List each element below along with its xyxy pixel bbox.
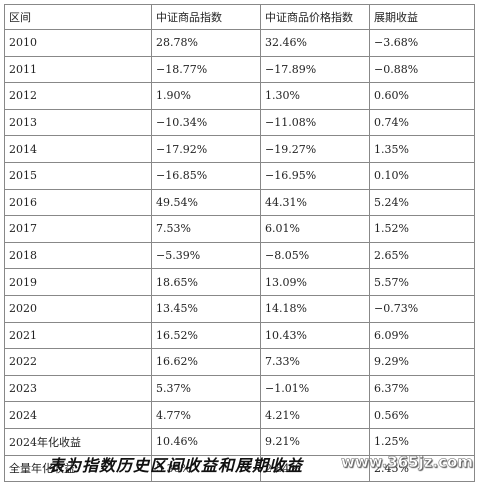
cell-period: 2017: [4, 215, 152, 243]
cell-commodity-index: −10.34%: [151, 108, 261, 137]
cell-period: 2015: [4, 161, 152, 190]
cell-roll-yield: 6.09%: [369, 321, 475, 350]
cell-period: 2022: [4, 348, 152, 376]
returns-table: 区间 中证商品指数 中证商品价格指数 展期收益 2010 28.78% 32.46%…: [4, 4, 475, 482]
cell-commodity-index: 13.45%: [151, 294, 261, 323]
header-commodity-index: 中证商品指数: [151, 4, 261, 30]
cell-commodity-price-index: −8.05%: [260, 241, 370, 270]
cell-commodity-index: −18.77%: [151, 55, 261, 84]
cell-period: 2024年化收益: [4, 427, 152, 456]
cell-roll-yield: 6.37%: [369, 374, 475, 403]
cell-commodity-price-index: 4.21%: [260, 401, 370, 429]
cell-commodity-price-index: 13.09%: [260, 268, 370, 296]
cell-commodity-price-index: 10.43%: [260, 321, 370, 350]
cell-roll-yield: 0.10%: [369, 161, 475, 190]
cell-roll-yield: 0.74%: [369, 108, 475, 137]
table-row: 2022 16.62% 7.33% 9.29%: [4, 348, 475, 376]
cell-commodity-index: 16.52%: [151, 321, 261, 350]
cell-period: 2021: [4, 321, 152, 350]
table-row: 2015 −16.85% −16.95% 0.10%: [4, 161, 475, 190]
header-period: 区间: [4, 4, 152, 30]
table-row: 2012 1.90% 1.30% 0.60%: [4, 82, 475, 110]
cell-period: 2011: [4, 55, 152, 84]
cell-commodity-price-index: −16.95%: [260, 161, 370, 190]
cell-period: 2014: [4, 135, 152, 163]
header-roll-yield: 展期收益: [369, 4, 475, 30]
cell-roll-yield: 1.25%: [369, 427, 475, 456]
table-row: 2024年化收益 10.46% 9.21% 1.25%: [4, 427, 475, 456]
cell-commodity-index: 16.62%: [151, 348, 261, 376]
cell-commodity-index: −17.92%: [151, 135, 261, 163]
table-row: 2013 −10.34% −11.08% 0.74%: [4, 108, 475, 137]
cell-period: 2024: [4, 401, 152, 429]
cell-commodity-price-index: 14.18%: [260, 294, 370, 323]
cell-roll-yield: 2.65%: [369, 241, 475, 270]
cell-commodity-index: 5.37%: [151, 374, 261, 403]
table-header-row: 区间 中证商品指数 中证商品价格指数 展期收益: [4, 4, 475, 30]
table-body: 2010 28.78% 32.46% −3.68% 2011 −18.77% −17.89%…: [4, 29, 475, 482]
header-commodity-price-index: 中证商品价格指数: [260, 4, 370, 30]
table-row: 2019 18.65% 13.09% 5.57%: [4, 268, 475, 296]
cell-commodity-index: 7.53%: [151, 215, 261, 243]
table-row: 2016 49.54% 44.31% 5.24%: [4, 188, 475, 217]
table-row: 2017 7.53% 6.01% 1.52%: [4, 215, 475, 243]
table-row: 2014 −17.92% −19.27% 1.35%: [4, 135, 475, 163]
cell-commodity-index: −5.39%: [151, 241, 261, 270]
table-row: 2021 16.52% 10.43% 6.09%: [4, 321, 475, 350]
cell-period: 2016: [4, 188, 152, 217]
cell-roll-yield: 1.52%: [369, 215, 475, 243]
cell-period: 2013: [4, 108, 152, 137]
site-watermark: www.365jz.com: [340, 453, 474, 472]
cell-commodity-price-index: −19.27%: [260, 135, 370, 163]
cell-roll-yield: 1.35%: [369, 135, 475, 163]
cell-period: 2023: [4, 374, 152, 403]
cell-roll-yield: 0.60%: [369, 82, 475, 110]
cell-roll-yield: −3.68%: [369, 29, 475, 57]
cell-period: 2019: [4, 268, 152, 296]
table-row: 2010 28.78% 32.46% −3.68%: [4, 29, 475, 57]
cell-roll-yield: 0.56%: [369, 401, 475, 429]
cell-commodity-price-index: 1.30%: [260, 82, 370, 110]
cell-commodity-price-index: −1.01%: [260, 374, 370, 403]
cell-commodity-price-index: −11.08%: [260, 108, 370, 137]
cell-commodity-index: −16.85%: [151, 161, 261, 190]
cell-commodity-price-index: 44.31%: [260, 188, 370, 217]
cell-commodity-price-index: 32.46%: [260, 29, 370, 57]
cell-commodity-price-index: 7.33%: [260, 348, 370, 376]
cell-roll-yield: 5.24%: [369, 188, 475, 217]
cell-commodity-index: 1.90%: [151, 82, 261, 110]
cell-commodity-index: 10.46%: [151, 427, 261, 456]
table-row: 2023 5.37% −1.01% 6.37%: [4, 374, 475, 403]
cell-commodity-price-index: −17.89%: [260, 55, 370, 84]
cell-period: 2018: [4, 241, 152, 270]
cell-roll-yield: 9.29%: [369, 348, 475, 376]
table-row: 2024 4.77% 4.21% 0.56%: [4, 401, 475, 429]
cell-roll-yield: −0.88%: [369, 55, 475, 84]
cell-commodity-index: 28.78%: [151, 29, 261, 57]
table-caption: 表为指数历史区间收益和展期收益: [48, 456, 304, 475]
table-row: 2011 −18.77% −17.89% −0.88%: [4, 55, 475, 84]
cell-period: 2010: [4, 29, 152, 57]
cell-roll-yield: 5.57%: [369, 268, 475, 296]
cell-commodity-index: 49.54%: [151, 188, 261, 217]
table-row: 2018 −5.39% −8.05% 2.65%: [4, 241, 475, 270]
cell-commodity-index: 18.65%: [151, 268, 261, 296]
cell-period: 2020: [4, 294, 152, 323]
caption-area: 表为指数历史区间收益和展期收益 www.365jz.com: [0, 450, 477, 475]
cell-roll-yield: −0.73%: [369, 294, 475, 323]
table-row: 2020 13.45% 14.18% −0.73%: [4, 294, 475, 323]
cell-period: 2012: [4, 82, 152, 110]
cell-commodity-index: 4.77%: [151, 401, 261, 429]
cell-commodity-price-index: 6.01%: [260, 215, 370, 243]
